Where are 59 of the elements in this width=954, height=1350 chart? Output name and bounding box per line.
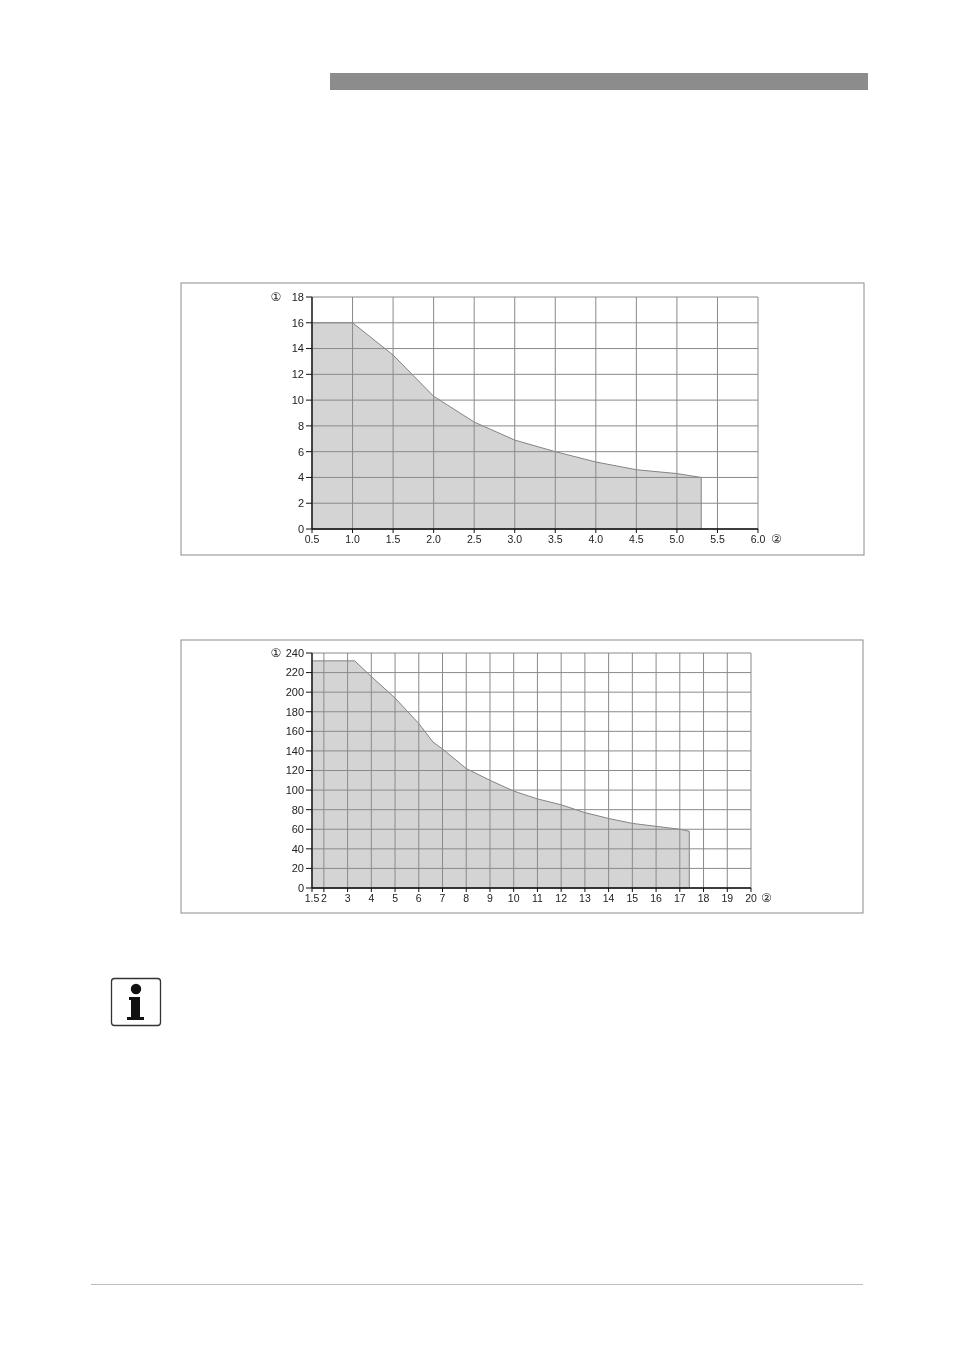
y-tick-label: 160	[285, 725, 304, 738]
x-tick-label: 5	[392, 892, 399, 904]
x-tick-label: 0.5	[304, 533, 320, 545]
y-tick-label: 140	[285, 744, 304, 757]
y-tick-label: 2	[297, 497, 304, 510]
x-tick-label: 7	[439, 892, 446, 904]
x-tick-label: 6	[415, 892, 422, 904]
y-tick-label: 180	[285, 705, 304, 718]
y-axis-title: ①	[270, 290, 282, 305]
x-tick-label: 2	[320, 892, 327, 904]
y-tick-label: 0	[297, 522, 304, 535]
y-axis-title: ①	[270, 646, 282, 661]
x-tick-label: 14	[602, 892, 615, 904]
y-tick-label: 6	[297, 445, 304, 458]
x-tick-label: 3.0	[507, 533, 523, 545]
y-tick-label: 18	[291, 290, 304, 303]
y-tick-label: 40	[291, 842, 304, 855]
x-tick-label: 4	[368, 892, 375, 904]
x-tick-label: 4.5	[629, 533, 644, 545]
x-tick-label: 3.5	[547, 533, 563, 545]
x-tick-label: 2.5	[466, 533, 482, 545]
y-tick-label: 8	[297, 419, 304, 432]
x-tick-label: 5.0	[669, 533, 685, 545]
x-tick-label: 13	[579, 892, 591, 904]
x-axis-title: ②	[761, 891, 772, 905]
y-tick-label: 4	[297, 471, 304, 484]
x-tick-label: 2.0	[426, 533, 442, 545]
x-tick-label: 4.0	[588, 533, 604, 545]
x-tick-label: 10	[507, 892, 520, 904]
x-tick-label: 17	[673, 892, 686, 904]
x-tick-label: 5.5	[710, 533, 725, 545]
y-tick-label: 60	[291, 823, 304, 836]
x-tick-label: 19	[721, 892, 734, 904]
x-tick-label: 11	[531, 892, 544, 904]
x-tick-label: 12	[555, 892, 568, 904]
y-tick-label: 0	[297, 881, 304, 894]
x-tick-label: 8	[463, 892, 470, 904]
x-tick-label: 3	[344, 892, 351, 904]
x-tick-label: 1.0	[345, 533, 360, 545]
y-tick-label: 240	[285, 646, 304, 659]
y-tick-label: 200	[285, 686, 304, 699]
y-tick-label: 20	[291, 862, 304, 875]
x-tick-label: 1.5	[304, 892, 320, 904]
y-tick-label: 12	[291, 368, 304, 381]
x-tick-label: 1.5	[385, 533, 401, 545]
x-tick-label: 16	[650, 892, 663, 904]
x-tick-label: 15	[626, 892, 639, 904]
y-tick-label: 220	[285, 666, 304, 679]
x-tick-label: 18	[697, 892, 710, 904]
y-tick-label: 80	[291, 803, 304, 816]
x-tick-label: 9	[487, 892, 494, 904]
x-tick-label: 6.0	[750, 533, 766, 545]
x-axis-title: ②	[771, 532, 782, 546]
x-tick-label: 20	[745, 892, 757, 904]
y-tick-label: 14	[291, 342, 304, 355]
y-tick-label: 10	[291, 393, 304, 406]
y-tick-label: 120	[285, 764, 304, 777]
y-tick-label: 16	[291, 316, 304, 329]
y-tick-label: 100	[285, 783, 304, 796]
